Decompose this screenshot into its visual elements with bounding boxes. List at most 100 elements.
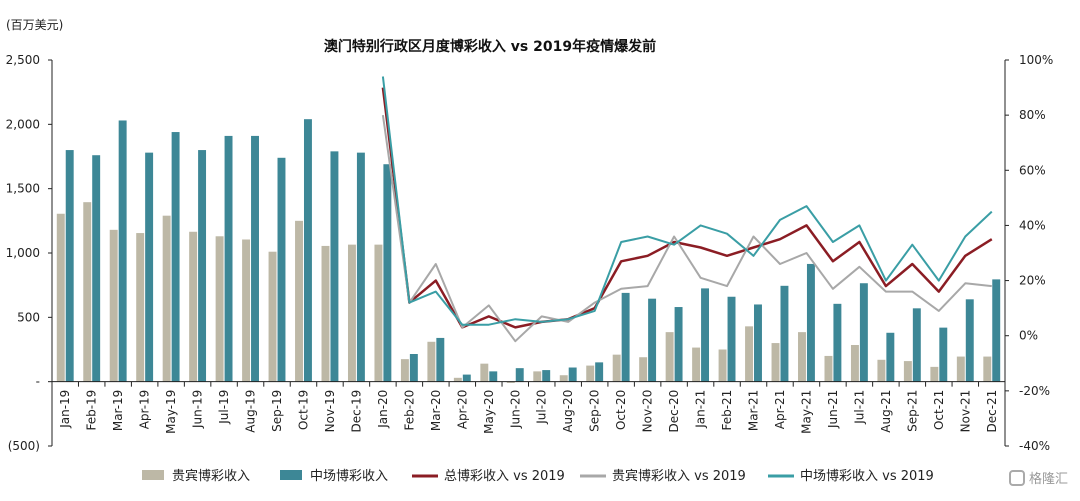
watermark-text: 格隆汇	[1028, 472, 1068, 487]
bar-mass-Apr-20	[462, 374, 471, 382]
left-axis-unit-label: (百万美元)	[6, 18, 64, 32]
x-tick-label: Aug-20	[561, 390, 575, 433]
bar-mass-Oct-19	[303, 119, 312, 382]
right-axis-tick-label: 60%	[1019, 163, 1046, 177]
bar-vip-Sep-19	[268, 251, 277, 382]
bar-vip-Nov-21	[956, 356, 965, 382]
bar-mass-Oct-21	[939, 327, 948, 382]
bar-vip-Jan-21	[692, 347, 701, 382]
bar-mass-Nov-19	[330, 151, 339, 382]
x-tick-label: Jan-19	[58, 390, 72, 429]
bar-mass-Jul-20	[542, 370, 551, 382]
x-tick-label: Apr-21	[773, 390, 787, 430]
legend-swatch-1	[280, 470, 302, 480]
bar-mass-Aug-21	[886, 332, 895, 382]
x-tick-label: May-19	[164, 390, 178, 434]
bar-vip-Jul-19	[215, 236, 224, 382]
bar-mass-May-19	[171, 132, 180, 382]
x-tick-label: Mar-21	[747, 390, 761, 431]
x-tick-label: May-20	[482, 390, 496, 434]
bar-vip-Jun-21	[824, 355, 833, 382]
line-series-1	[381, 114, 992, 343]
bar-mass-Feb-20	[409, 354, 418, 382]
bar-vip-Dec-19	[347, 244, 356, 382]
legend-swatch-0	[142, 470, 164, 480]
bar-mass-Jun-19	[198, 150, 207, 382]
bar-mass-Dec-21	[992, 279, 1001, 382]
bar-mass-Oct-20	[621, 292, 630, 382]
bar-mass-Dec-19	[356, 152, 365, 382]
bar-mass-Apr-19	[145, 152, 154, 382]
x-tick-label: Dec-21	[985, 390, 999, 433]
bar-mass-Nov-20	[648, 298, 657, 382]
right-axis-tick-label: -40%	[1019, 439, 1050, 453]
bar-vip-Apr-21	[771, 343, 780, 382]
bar-vip-Apr-20	[453, 377, 462, 382]
left-axis-tick-label: 2,000	[6, 117, 40, 131]
left-axis-tick-label: 1,000	[6, 246, 40, 260]
bar-vip-Dec-20	[665, 332, 674, 382]
x-tick-label: May-21	[799, 390, 813, 434]
watermark-logo-icon	[1008, 469, 1025, 486]
bar-mass-May-20	[489, 371, 498, 382]
x-tick-label: Nov-20	[641, 390, 655, 433]
bar-mass-Jul-19	[224, 135, 233, 382]
bar-vip-Jan-19	[56, 213, 65, 382]
right-axis-tick-label: -20%	[1019, 384, 1050, 398]
x-tick-label: Dec-19	[349, 390, 363, 433]
x-tick-label: Jun-19	[191, 390, 205, 429]
bar-vip-Feb-21	[718, 349, 727, 382]
bar-vip-Jul-21	[850, 344, 859, 382]
bar-vip-May-19	[162, 215, 171, 382]
bar-vip-Mar-20	[427, 341, 436, 382]
x-tick-label: Jan-20	[376, 390, 390, 429]
bar-mass-Jan-19	[65, 150, 74, 382]
bar-vip-Oct-21	[930, 366, 939, 382]
bar-mass-Mar-19	[118, 120, 127, 382]
left-axis-tick-label: 2,500	[6, 53, 40, 67]
bar-vip-Nov-20	[639, 357, 648, 382]
x-tick-label: Sep-21	[905, 390, 919, 432]
bar-vip-Aug-19	[242, 239, 251, 382]
left-axis-tick-label: -	[36, 375, 40, 389]
bar-vip-Dec-21	[983, 356, 992, 382]
x-tick-label: Mar-20	[429, 390, 443, 431]
bar-mass-Dec-20	[674, 307, 683, 382]
legend-label-3: 贵宾博彩收入 vs 2019	[612, 468, 746, 484]
left-axis-tick-label: 1,500	[6, 182, 40, 196]
bar-mass-Jun-20	[515, 368, 524, 382]
bar-mass-Sep-21	[912, 308, 921, 382]
x-tick-label: Dec-20	[667, 390, 681, 433]
bar-mass-Aug-20	[568, 367, 577, 382]
x-tick-label: Sep-19	[270, 390, 284, 432]
bar-mass-Mar-20	[436, 337, 445, 382]
x-tick-label: Nov-21	[958, 390, 972, 433]
bar-vip-Oct-19	[295, 220, 303, 382]
bar-vip-Apr-19	[136, 233, 145, 382]
bar-vip-Sep-20	[586, 365, 595, 382]
bar-mass-Sep-20	[595, 362, 604, 382]
x-tick-label: Nov-19	[323, 390, 337, 433]
x-tick-label: Oct-19	[296, 390, 310, 430]
bar-vip-Sep-21	[903, 361, 912, 382]
bar-mass-Jan-21	[701, 288, 710, 382]
x-tick-label: Feb-21	[720, 390, 734, 431]
right-axis-tick-label: 20%	[1019, 274, 1046, 288]
line-series-2	[381, 76, 993, 326]
bar-mass-Aug-19	[251, 135, 259, 382]
x-tick-label: Aug-21	[879, 390, 893, 433]
right-axis-tick-label: 0%	[1019, 329, 1038, 343]
left-axis-tick-label: (500)	[8, 439, 40, 453]
watermark: 格隆汇	[1008, 468, 1068, 487]
bar-vip-Feb-19	[83, 202, 92, 382]
bar-mass-Jan-20	[383, 164, 392, 382]
x-tick-label: Apr-20	[455, 390, 469, 430]
bar-vip-May-21	[798, 332, 806, 382]
bar-vip-Jan-20	[374, 244, 383, 382]
legend-label-1: 中场博彩收入	[310, 469, 388, 484]
x-tick-label: Jan-21	[694, 390, 708, 429]
bar-mass-Feb-19	[92, 155, 101, 382]
bar-vip-Mar-21	[745, 326, 754, 382]
